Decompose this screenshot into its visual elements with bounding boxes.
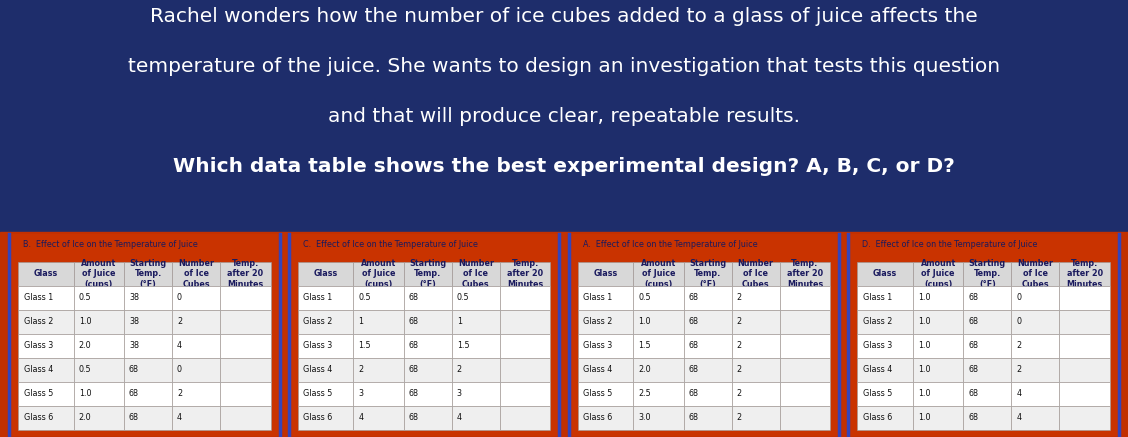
Text: Rachel wonders how the number of ice cubes added to a glass of juice affects the: Rachel wonders how the number of ice cub… [150,7,978,25]
Text: B.  Effect of Ice on the Temperature of Juice: B. Effect of Ice on the Temperature of J… [23,240,197,249]
Text: D.  Effect of Ice on the Temperature of Juice: D. Effect of Ice on the Temperature of J… [862,240,1038,249]
Bar [0,0,1128,232]
Bar [9,234,280,435]
Text: Which data table shows the best experimental design? A, B, C, or D?: Which data table shows the best experime… [173,157,955,176]
Bar [289,234,559,435]
Bar [569,234,839,435]
Text: A.  Effect of Ice on the Temperature of Juice: A. Effect of Ice on the Temperature of J… [582,240,757,249]
Text: C.  Effect of Ice on the Temperature of Juice: C. Effect of Ice on the Temperature of J… [302,240,478,249]
Text: temperature of the juice. She wants to design an investigation that tests this q: temperature of the juice. She wants to d… [127,57,1001,76]
Text: and that will produce clear, repeatable results.: and that will produce clear, repeatable … [328,107,800,126]
Bar [0,232,1128,437]
Bar [848,234,1119,435]
